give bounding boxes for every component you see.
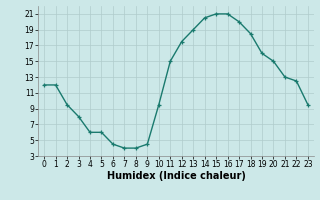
X-axis label: Humidex (Indice chaleur): Humidex (Indice chaleur)	[107, 171, 245, 181]
